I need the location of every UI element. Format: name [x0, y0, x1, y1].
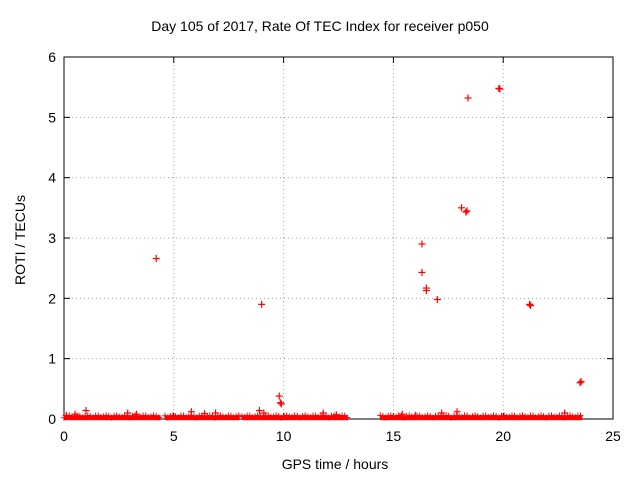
x-axis-label: GPS time / hours	[281, 456, 389, 472]
x-tick-label: 25	[605, 428, 621, 444]
x-tick-label: 5	[170, 428, 178, 444]
y-tick-label: 6	[48, 49, 56, 65]
y-tick-label: 1	[48, 351, 56, 367]
y-tick-label: 4	[48, 170, 56, 186]
x-tick-label: 15	[386, 428, 402, 444]
y-tick-label: 3	[48, 230, 56, 246]
x-tick-label: 10	[276, 428, 292, 444]
x-tick-label: 20	[495, 428, 511, 444]
y-tick-label: 0	[48, 411, 56, 427]
y-tick-label: 5	[48, 109, 56, 125]
plot-frame	[63, 56, 614, 420]
y-tick-label: 2	[48, 290, 56, 306]
chart-title: Day 105 of 2017, Rate Of TEC Index for r…	[151, 18, 489, 34]
x-tick-label: 0	[60, 428, 68, 444]
